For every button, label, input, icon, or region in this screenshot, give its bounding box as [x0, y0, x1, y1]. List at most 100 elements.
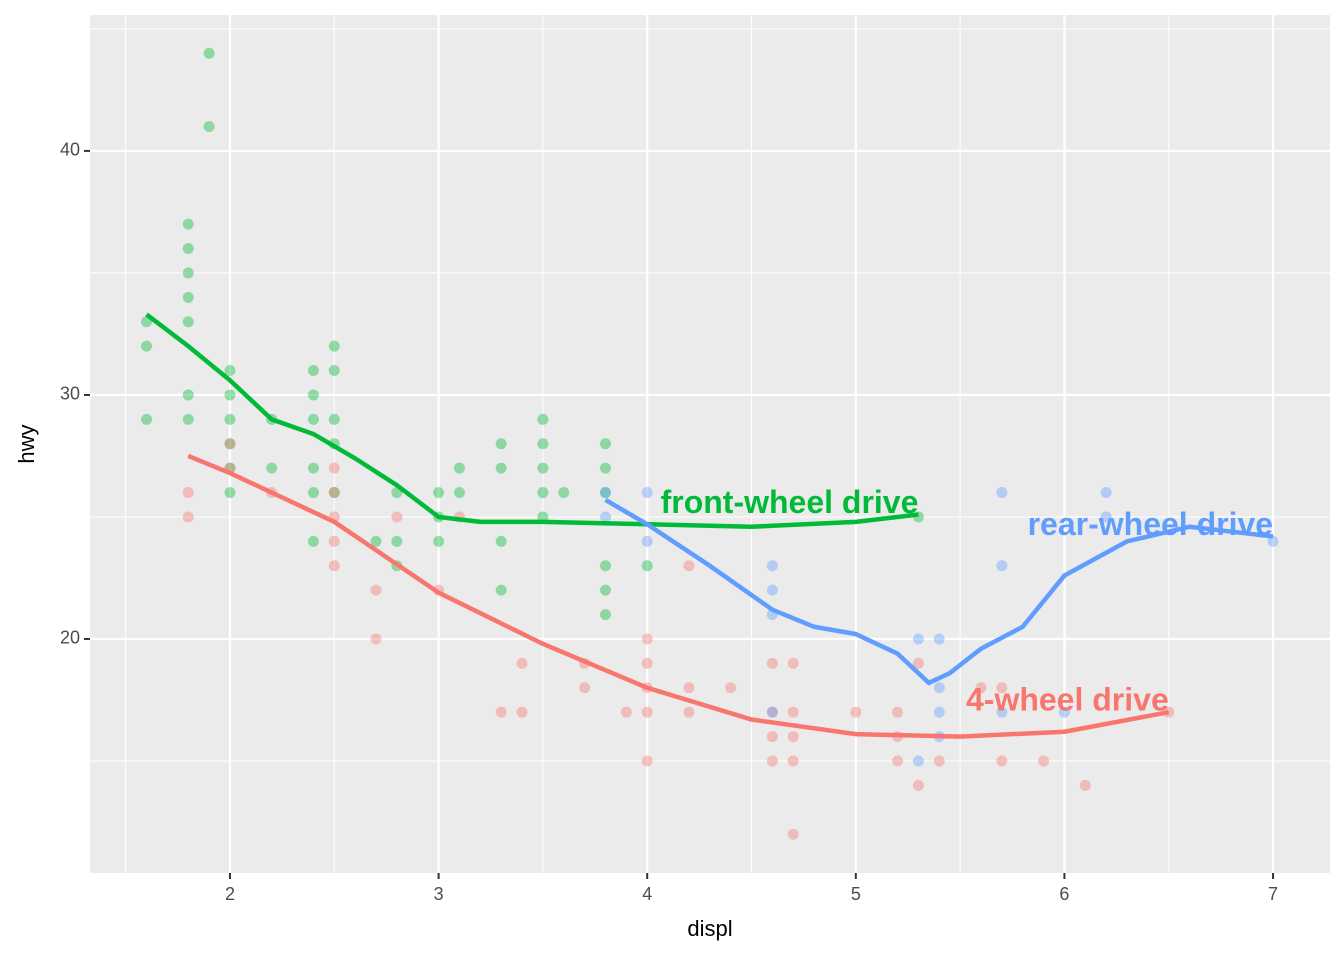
- point: [537, 487, 549, 499]
- point: [766, 560, 778, 572]
- point: [328, 535, 340, 547]
- point: [996, 706, 1008, 718]
- point: [933, 682, 945, 694]
- point: [307, 462, 319, 474]
- x-tick-label: 6: [1059, 884, 1069, 904]
- point: [787, 755, 799, 767]
- y-tick-label: 30: [60, 384, 80, 404]
- point: [1079, 779, 1091, 791]
- point: [516, 657, 528, 669]
- point: [391, 511, 403, 523]
- point: [683, 560, 695, 572]
- point: [599, 438, 611, 450]
- line-label: 4-wheel drive: [966, 682, 1169, 718]
- point: [641, 535, 653, 547]
- x-tick-label: 7: [1268, 884, 1278, 904]
- point: [641, 755, 653, 767]
- point: [307, 389, 319, 401]
- point: [787, 706, 799, 718]
- point: [641, 487, 653, 499]
- point: [912, 657, 924, 669]
- x-tick-label: 2: [225, 884, 235, 904]
- point: [307, 487, 319, 499]
- point: [1100, 511, 1112, 523]
- point: [307, 535, 319, 547]
- point: [641, 560, 653, 572]
- point: [975, 682, 987, 694]
- line-label: front-wheel drive: [661, 484, 919, 520]
- point: [599, 487, 611, 499]
- point: [495, 462, 507, 474]
- smooth-line: [145, 312, 919, 529]
- point: [433, 487, 445, 499]
- point: [766, 584, 778, 596]
- point: [766, 706, 778, 718]
- point: [328, 413, 340, 425]
- point: [683, 682, 695, 694]
- point: [182, 218, 194, 230]
- point: [766, 755, 778, 767]
- point: [495, 535, 507, 547]
- point: [599, 609, 611, 621]
- x-tick-label: 3: [434, 884, 444, 904]
- point: [182, 511, 194, 523]
- point: [558, 487, 570, 499]
- point: [599, 462, 611, 474]
- point: [328, 487, 340, 499]
- point: [224, 389, 236, 401]
- point: [579, 682, 591, 694]
- point: [912, 755, 924, 767]
- point: [537, 462, 549, 474]
- point: [328, 487, 340, 499]
- point: [182, 389, 194, 401]
- point: [683, 706, 695, 718]
- point: [725, 682, 737, 694]
- line-label: rear-wheel drive: [1028, 506, 1273, 542]
- point: [537, 438, 549, 450]
- point: [599, 511, 611, 523]
- point: [1038, 755, 1050, 767]
- point: [766, 731, 778, 743]
- y-tick-label: 40: [60, 140, 80, 160]
- point: [933, 755, 945, 767]
- point: [182, 243, 194, 255]
- smooth-line: [187, 453, 1170, 739]
- point: [433, 535, 445, 547]
- point: [224, 365, 236, 377]
- point: [328, 340, 340, 352]
- point: [182, 316, 194, 328]
- point: [912, 633, 924, 645]
- point: [328, 365, 340, 377]
- point: [141, 340, 153, 352]
- point: [224, 438, 236, 450]
- point: [266, 462, 278, 474]
- x-tick-label: 5: [851, 884, 861, 904]
- point: [787, 657, 799, 669]
- plot-panel: [90, 15, 1330, 873]
- point: [307, 413, 319, 425]
- point: [1100, 487, 1112, 499]
- point: [892, 755, 904, 767]
- point: [224, 413, 236, 425]
- point: [182, 413, 194, 425]
- point: [766, 706, 778, 718]
- point: [787, 731, 799, 743]
- y-axis-title: hwy: [14, 424, 39, 463]
- point: [203, 121, 215, 133]
- point: [599, 487, 611, 499]
- point: [495, 438, 507, 450]
- point: [224, 487, 236, 499]
- point: [516, 706, 528, 718]
- point: [182, 291, 194, 303]
- point: [370, 535, 382, 547]
- x-axis-title: displ: [687, 916, 732, 941]
- point: [766, 657, 778, 669]
- point: [996, 560, 1008, 572]
- point: [996, 487, 1008, 499]
- y-tick-label: 20: [60, 628, 80, 648]
- point: [641, 706, 653, 718]
- point: [453, 462, 465, 474]
- point: [370, 633, 382, 645]
- point: [892, 706, 904, 718]
